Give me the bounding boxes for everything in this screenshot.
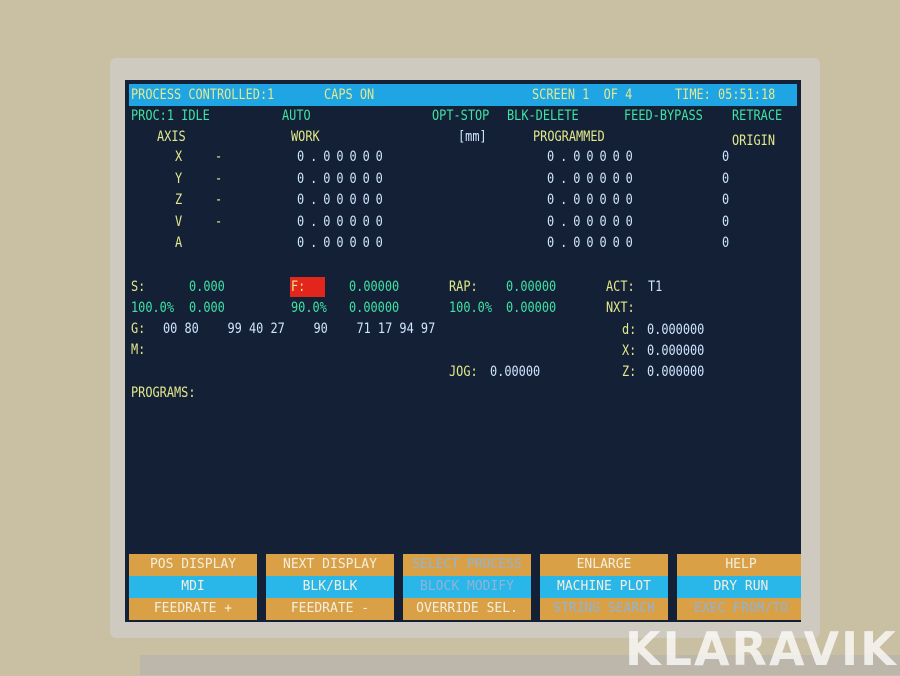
m-label: M: (131, 342, 146, 358)
softkey-machine-plot[interactable]: MACHINE PLOT (540, 576, 668, 598)
spindle-override-value: 0.000 (189, 300, 225, 316)
x-label: X: (622, 343, 637, 359)
tool-nxt-label: NXT: (606, 300, 635, 316)
axis-work: 0.00000 (297, 170, 389, 187)
opt-stop: OPT-STOP (432, 108, 490, 124)
klaravik-watermark: KLARAVIK (625, 622, 898, 676)
softkey-group: HELP DRY RUN EXEC FROM/TO (677, 554, 801, 620)
softkey-string-search[interactable]: STRING SEARCH (540, 598, 668, 620)
axis-origin: 0 (722, 149, 730, 165)
axis-work: 0.00000 (297, 213, 389, 230)
softkey-mdi[interactable]: MDI (129, 576, 257, 598)
title-bar (129, 84, 797, 106)
tool-act: T1 (648, 279, 663, 295)
rapid-label: RAP: (449, 279, 478, 295)
axis-name: X (175, 149, 183, 165)
unit-header: [mm] (458, 129, 487, 145)
caps-status: CAPS ON (324, 87, 375, 103)
cnc-screen: PROCESS CONTROLLED:1 CAPS ON SCREEN 1 OF… (125, 80, 801, 622)
axis-programmed: 0.00000 (547, 149, 639, 165)
process-controlled: PROCESS CONTROLLED:1 (131, 87, 275, 103)
screen-indicator: SCREEN 1 OF 4 (532, 87, 633, 103)
feed-override-value: 0.00000 (349, 300, 400, 316)
softkey-next-display[interactable]: NEXT DISPLAY (266, 554, 394, 576)
axis-programmed: 0.00000 (547, 170, 639, 187)
axis-work: 0.00000 (297, 235, 389, 251)
softkey-feedrate[interactable]: FEEDRATE - (266, 598, 394, 620)
softkey-override-sel[interactable]: OVERRIDE SEL. (403, 598, 531, 620)
feed-highlight (290, 277, 325, 297)
axis-work: 0.00000 (297, 192, 389, 208)
axis-name: Y (175, 170, 183, 187)
jog-value: 0.00000 (490, 364, 541, 380)
axis-origin: 0 (722, 213, 730, 230)
retrace: RETRACE (732, 108, 783, 124)
z-value: 0.000000 (647, 364, 705, 380)
g-label: G: (131, 321, 146, 337)
programs-label: PROGRAMS: (131, 385, 196, 401)
rapid-override-value: 0.00000 (506, 300, 557, 316)
softkey-group: NEXT DISPLAY BLK/BLK FEEDRATE - (266, 554, 394, 620)
axis-work: 0.00000 (297, 149, 389, 165)
proc-status: PROC:1 IDLE (131, 108, 210, 124)
blk-delete: BLK-DELETE (507, 108, 579, 124)
programmed-header: PROGRAMMED (533, 129, 605, 145)
keyboard-strip (140, 655, 900, 675)
softkey-block-modify[interactable]: BLOCK MODIFY (403, 576, 531, 598)
axis-name: V (175, 213, 183, 230)
softkey-enlarge[interactable]: ENLARGE (540, 554, 668, 576)
softkey-help[interactable]: HELP (677, 554, 801, 576)
feed-bypass: FEED-BYPASS (624, 108, 703, 124)
axis-origin: 0 (722, 170, 730, 187)
axis-programmed: 0.00000 (547, 235, 639, 251)
feed-value: 0.00000 (349, 279, 400, 295)
softkey-select-process[interactable]: SELECT PROCESS (403, 554, 531, 576)
rapid-override: 100.0% (449, 300, 492, 316)
feed-label: F: (291, 279, 306, 295)
axis-programmed: 0.00000 (547, 213, 639, 230)
origin-header: ORIGIN (732, 133, 775, 149)
spindle-label: S: (131, 279, 146, 295)
axis-dash: - (215, 213, 223, 230)
softkey-blk-blk[interactable]: BLK/BLK (266, 576, 394, 598)
jog-label: JOG: (449, 364, 478, 380)
axis-origin: 0 (722, 192, 730, 208)
axis-origin: 0 (722, 235, 730, 251)
z-label: Z: (622, 364, 637, 380)
axis-header: AXIS (157, 129, 186, 145)
axis-name: A (175, 235, 183, 251)
d-value: 0.000000 (647, 322, 705, 338)
work-header: WORK (291, 129, 320, 145)
spindle-override: 100.0% (131, 300, 174, 316)
axis-dash: - (215, 149, 223, 165)
axis-name: Z (175, 192, 183, 208)
softkey-pos-display[interactable]: POS DISPLAY (129, 554, 257, 576)
softkey-exec-from-to[interactable]: EXEC FROM/TO (677, 598, 801, 620)
clock: TIME: 05:51:18 (675, 87, 776, 103)
softkey-group: ENLARGE MACHINE PLOT STRING SEARCH (540, 554, 668, 620)
axis-dash: - (215, 170, 223, 187)
mode: AUTO (282, 108, 311, 124)
softkey-group: SELECT PROCESS BLOCK MODIFY OVERRIDE SEL. (403, 554, 531, 620)
axis-programmed: 0.00000 (547, 192, 639, 208)
d-label: d: (622, 322, 637, 338)
rapid-value: 0.00000 (506, 279, 557, 295)
feed-override: 90.0% (291, 300, 327, 316)
softkey-dry-run[interactable]: DRY RUN (677, 576, 801, 598)
axis-dash: - (215, 192, 223, 208)
tool-act-label: ACT: (606, 279, 635, 295)
g-codes: 00 80 99 40 27 90 71 17 94 97 (163, 321, 436, 337)
spindle-value: 0.000 (189, 279, 225, 295)
softkey-feedrate[interactable]: FEEDRATE + (129, 598, 257, 620)
x-value: 0.000000 (647, 343, 705, 359)
softkey-group: POS DISPLAY MDI FEEDRATE + (129, 554, 257, 620)
